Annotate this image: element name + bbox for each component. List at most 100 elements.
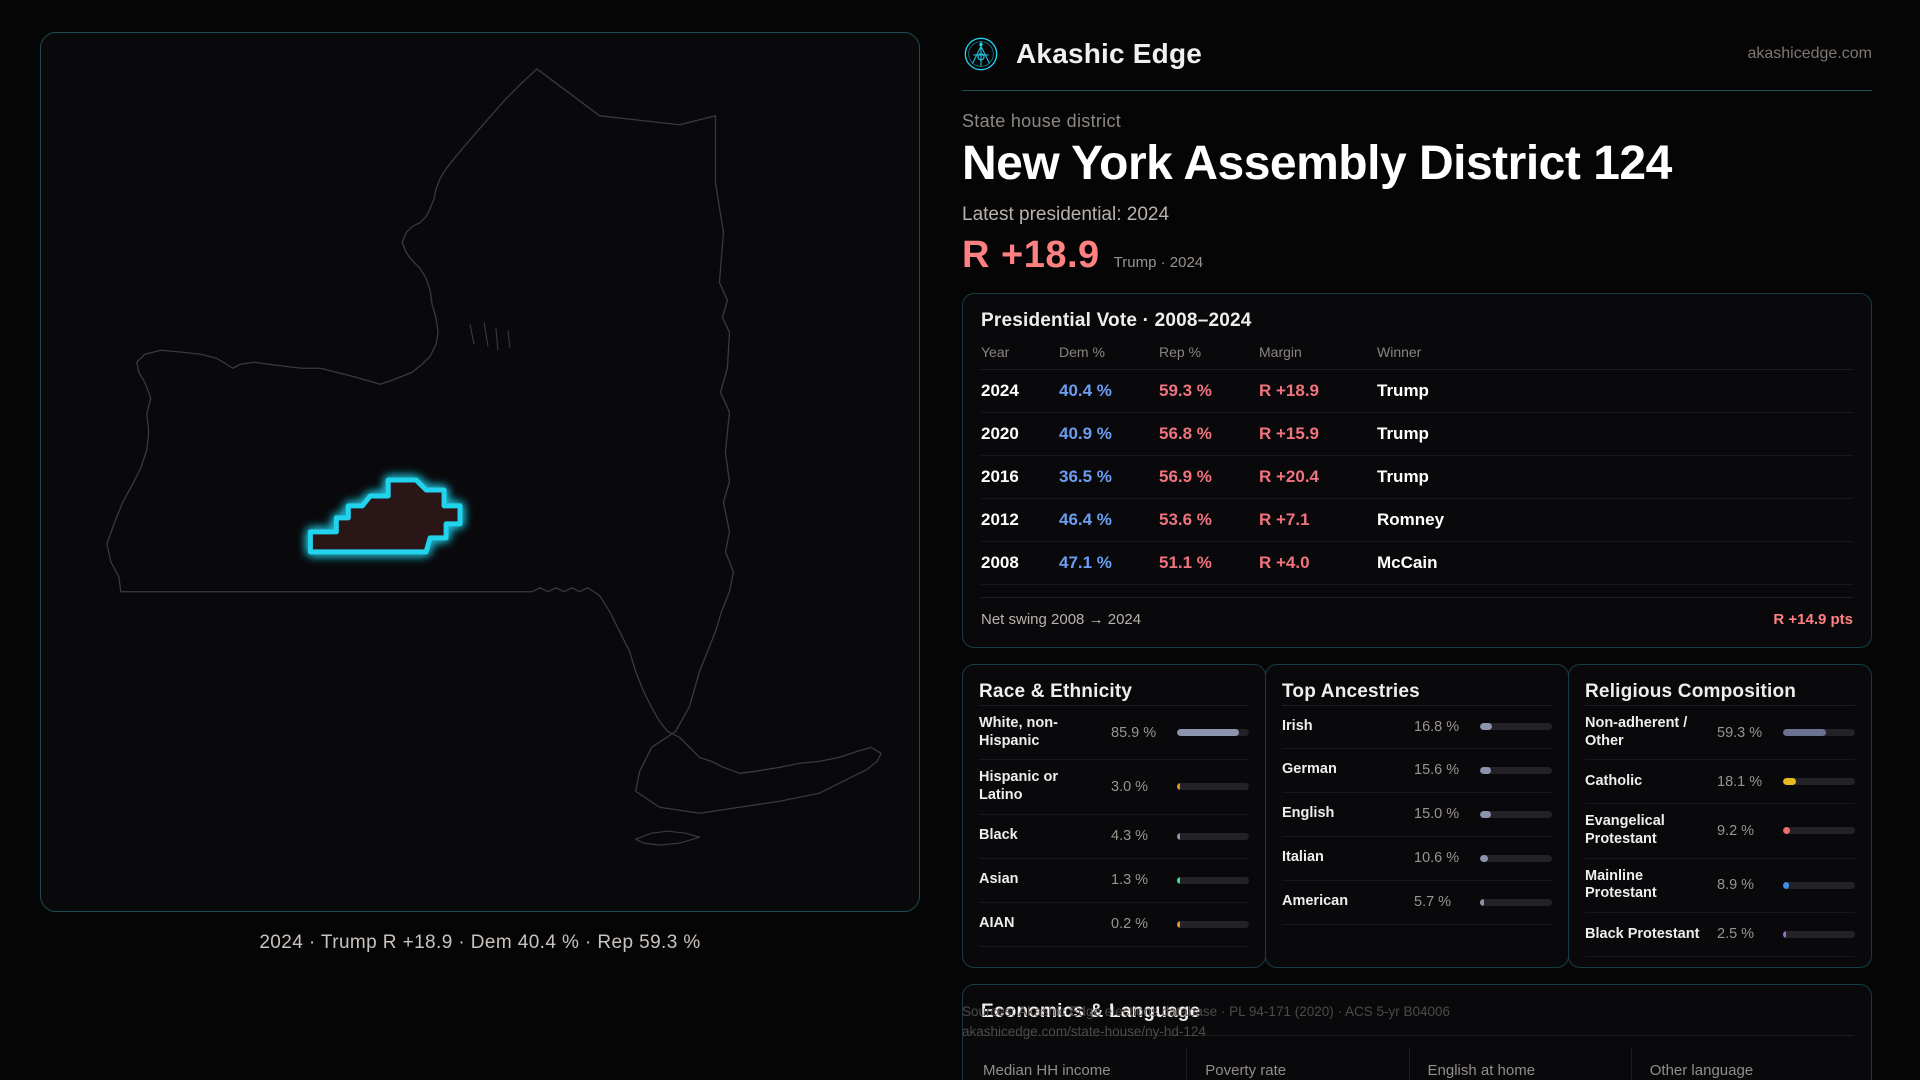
economics-metric: Other language4.1 % (1630, 1047, 1853, 1080)
demographic-label: Italian (1282, 849, 1324, 866)
demographic-bar-fill (1783, 930, 1786, 938)
economics-metric: Median HH income$66,926 (981, 1048, 1186, 1080)
col-year: Year (981, 331, 1059, 370)
demographic-label: German (1282, 761, 1337, 778)
economics-metric-label: Poverty rate (1205, 1061, 1287, 1079)
demographic-value: 16.8 % (1414, 718, 1460, 735)
ancestry-card-title: Top Ancestries (1282, 680, 1420, 702)
demographic-bar-fill (1177, 783, 1180, 791)
demographic-bar-track (1177, 832, 1249, 840)
demographic-bar-fill (1480, 854, 1488, 862)
economics-metric-label: English at home (1427, 1061, 1536, 1079)
cell-margin: R +15.9 (1259, 412, 1377, 456)
demographic-label: AIAN (979, 915, 1015, 932)
swing-divider (981, 596, 1853, 598)
demographic-value: 3.0 % (1111, 778, 1149, 795)
demographic-bar-track (1480, 810, 1552, 818)
headline-margin-sub: Trump · 2024 (1113, 253, 1204, 271)
cell-rep: 53.6 % (1159, 498, 1259, 542)
economics-metric: English at home95.9 % (1408, 1047, 1631, 1080)
info-column: Akashic Edge akashicedge.com State house… (950, 0, 1920, 1080)
demographic-bar-fill (1783, 881, 1790, 889)
cell-year: 2008 (981, 541, 1059, 585)
demographic-bar-track (1783, 729, 1855, 737)
demographic-label: Evangelical Protestant (1585, 813, 1665, 847)
demographic-bar-track (1783, 778, 1855, 786)
cell-dem: 40.9 % (1059, 412, 1159, 456)
district-highlight[interactable] (307, 477, 463, 555)
demographic-value: 2.5 % (1717, 926, 1755, 943)
religious-composition-card: Religious Composition Non-adherent / Oth… (1568, 663, 1872, 968)
demographic-bar-fill (1783, 827, 1790, 835)
state-map-frame[interactable] (40, 32, 920, 912)
demographic-label: Catholic (1585, 772, 1643, 789)
cell-winner: Romney (1377, 498, 1853, 542)
demographic-bar-fill (1177, 729, 1239, 737)
cell-rep: 56.9 % (1159, 455, 1259, 499)
race-ethnicity-card: Race & Ethnicity White, non-Hispanic 85.9… (962, 663, 1266, 968)
col-dem: Dem % (1059, 331, 1159, 370)
demographic-bar-track (1783, 827, 1855, 835)
table-row: 2012 46.4 % 53.6 % R +7.1 Romney (981, 498, 1853, 542)
cell-dem: 46.4 % (1059, 498, 1159, 542)
demographic-row: Black 4.3 % (979, 815, 1249, 859)
brand-divider (962, 90, 1872, 91)
cell-year: 2020 (981, 412, 1059, 456)
demographic-label: Irish (1282, 717, 1313, 734)
demographic-row: Catholic 18.1 % (1585, 760, 1855, 805)
economics-language-card: Economics & Language Median HH income$66… (962, 983, 1872, 1080)
table-row: 2016 36.5 % 56.9 % R +20.4 Trump (981, 455, 1853, 499)
demographic-bar-track (1177, 783, 1249, 791)
brand-name: Akashic Edge (1016, 38, 1203, 69)
demographic-row: Black Protestant 2.5 % (1585, 913, 1855, 957)
demographic-value: 8.9 % (1717, 877, 1755, 894)
economics-metric-label: Other language (1649, 1061, 1754, 1079)
demographic-value: 85.9 % (1111, 724, 1157, 741)
sources-line-1: Sources: Akashic Edge elections database… (962, 1004, 1451, 1019)
net-swing-row: Net swing 2008 → 2024 R +14.9 pts (981, 598, 1853, 639)
religion-card-title: Religious Composition (1585, 680, 1797, 702)
page-title: New York Assembly District 124 (962, 137, 1672, 190)
sources-footer: Sources: Akashic Edge elections database… (962, 1002, 1522, 1043)
cell-dem: 36.5 % (1059, 455, 1159, 499)
demographic-value: 5.7 % (1414, 894, 1452, 911)
net-swing-label: Net swing 2008 → 2024 (981, 610, 1142, 628)
cell-dem: 40.4 % (1059, 369, 1159, 413)
long-island-path (635, 830, 701, 846)
demographic-value: 15.6 % (1414, 762, 1460, 779)
demographic-bar-fill (1480, 766, 1492, 774)
cell-winner: Trump (1377, 455, 1853, 499)
cell-year: 2024 (981, 369, 1059, 413)
headline-margin-value: R +18.9 (962, 233, 1100, 276)
district-eyebrow: State house district (962, 111, 1122, 131)
table-row: 2020 40.9 % 56.8 % R +15.9 Trump (981, 412, 1853, 456)
demographic-bar-fill (1177, 832, 1181, 840)
cell-margin: R +20.4 (1259, 455, 1377, 499)
cell-winner: Trump (1377, 412, 1853, 456)
demographic-row: AIAN 0.2 % (979, 903, 1249, 947)
col-margin: Margin (1259, 331, 1377, 370)
net-swing-value: R +14.9 pts (1773, 610, 1853, 628)
cell-dem: 47.1 % (1059, 541, 1159, 585)
economics-card-title: Economics & Language (981, 1000, 1201, 1022)
demographic-label: Black Protestant (1585, 925, 1700, 942)
new-york-state-map[interactable] (41, 33, 919, 911)
table-row: 2008 47.1 % 51.1 % R +4.0 McCain (981, 541, 1853, 585)
district-shape-path[interactable] (307, 477, 463, 555)
demographic-row: Italian 10.6 % (1282, 837, 1552, 881)
demographic-label: Black (979, 827, 1018, 844)
demographic-row: German 15.6 % (1282, 749, 1552, 793)
sources-line-2: akashicedge.com/state-house/ny-hd-124 (962, 1024, 1206, 1040)
demographic-label: Asian (979, 871, 1019, 888)
demographic-value: 0.2 % (1111, 916, 1149, 933)
demographic-bar-fill (1480, 810, 1491, 818)
economics-divider (981, 1034, 1853, 1036)
demographic-bar-track (1783, 930, 1855, 938)
demographic-bar-fill (1177, 876, 1180, 884)
top-ancestries-card: Top Ancestries Irish 16.8 % German 15.6 % En… (1265, 663, 1569, 968)
demographic-row: Non-adherent / Other 59.3 % (1585, 704, 1855, 761)
demographic-bar-track (1480, 766, 1552, 774)
cell-winner: Trump (1377, 369, 1853, 413)
demographic-row: English 15.0 % (1282, 793, 1552, 837)
demographic-bar-track (1480, 723, 1552, 731)
